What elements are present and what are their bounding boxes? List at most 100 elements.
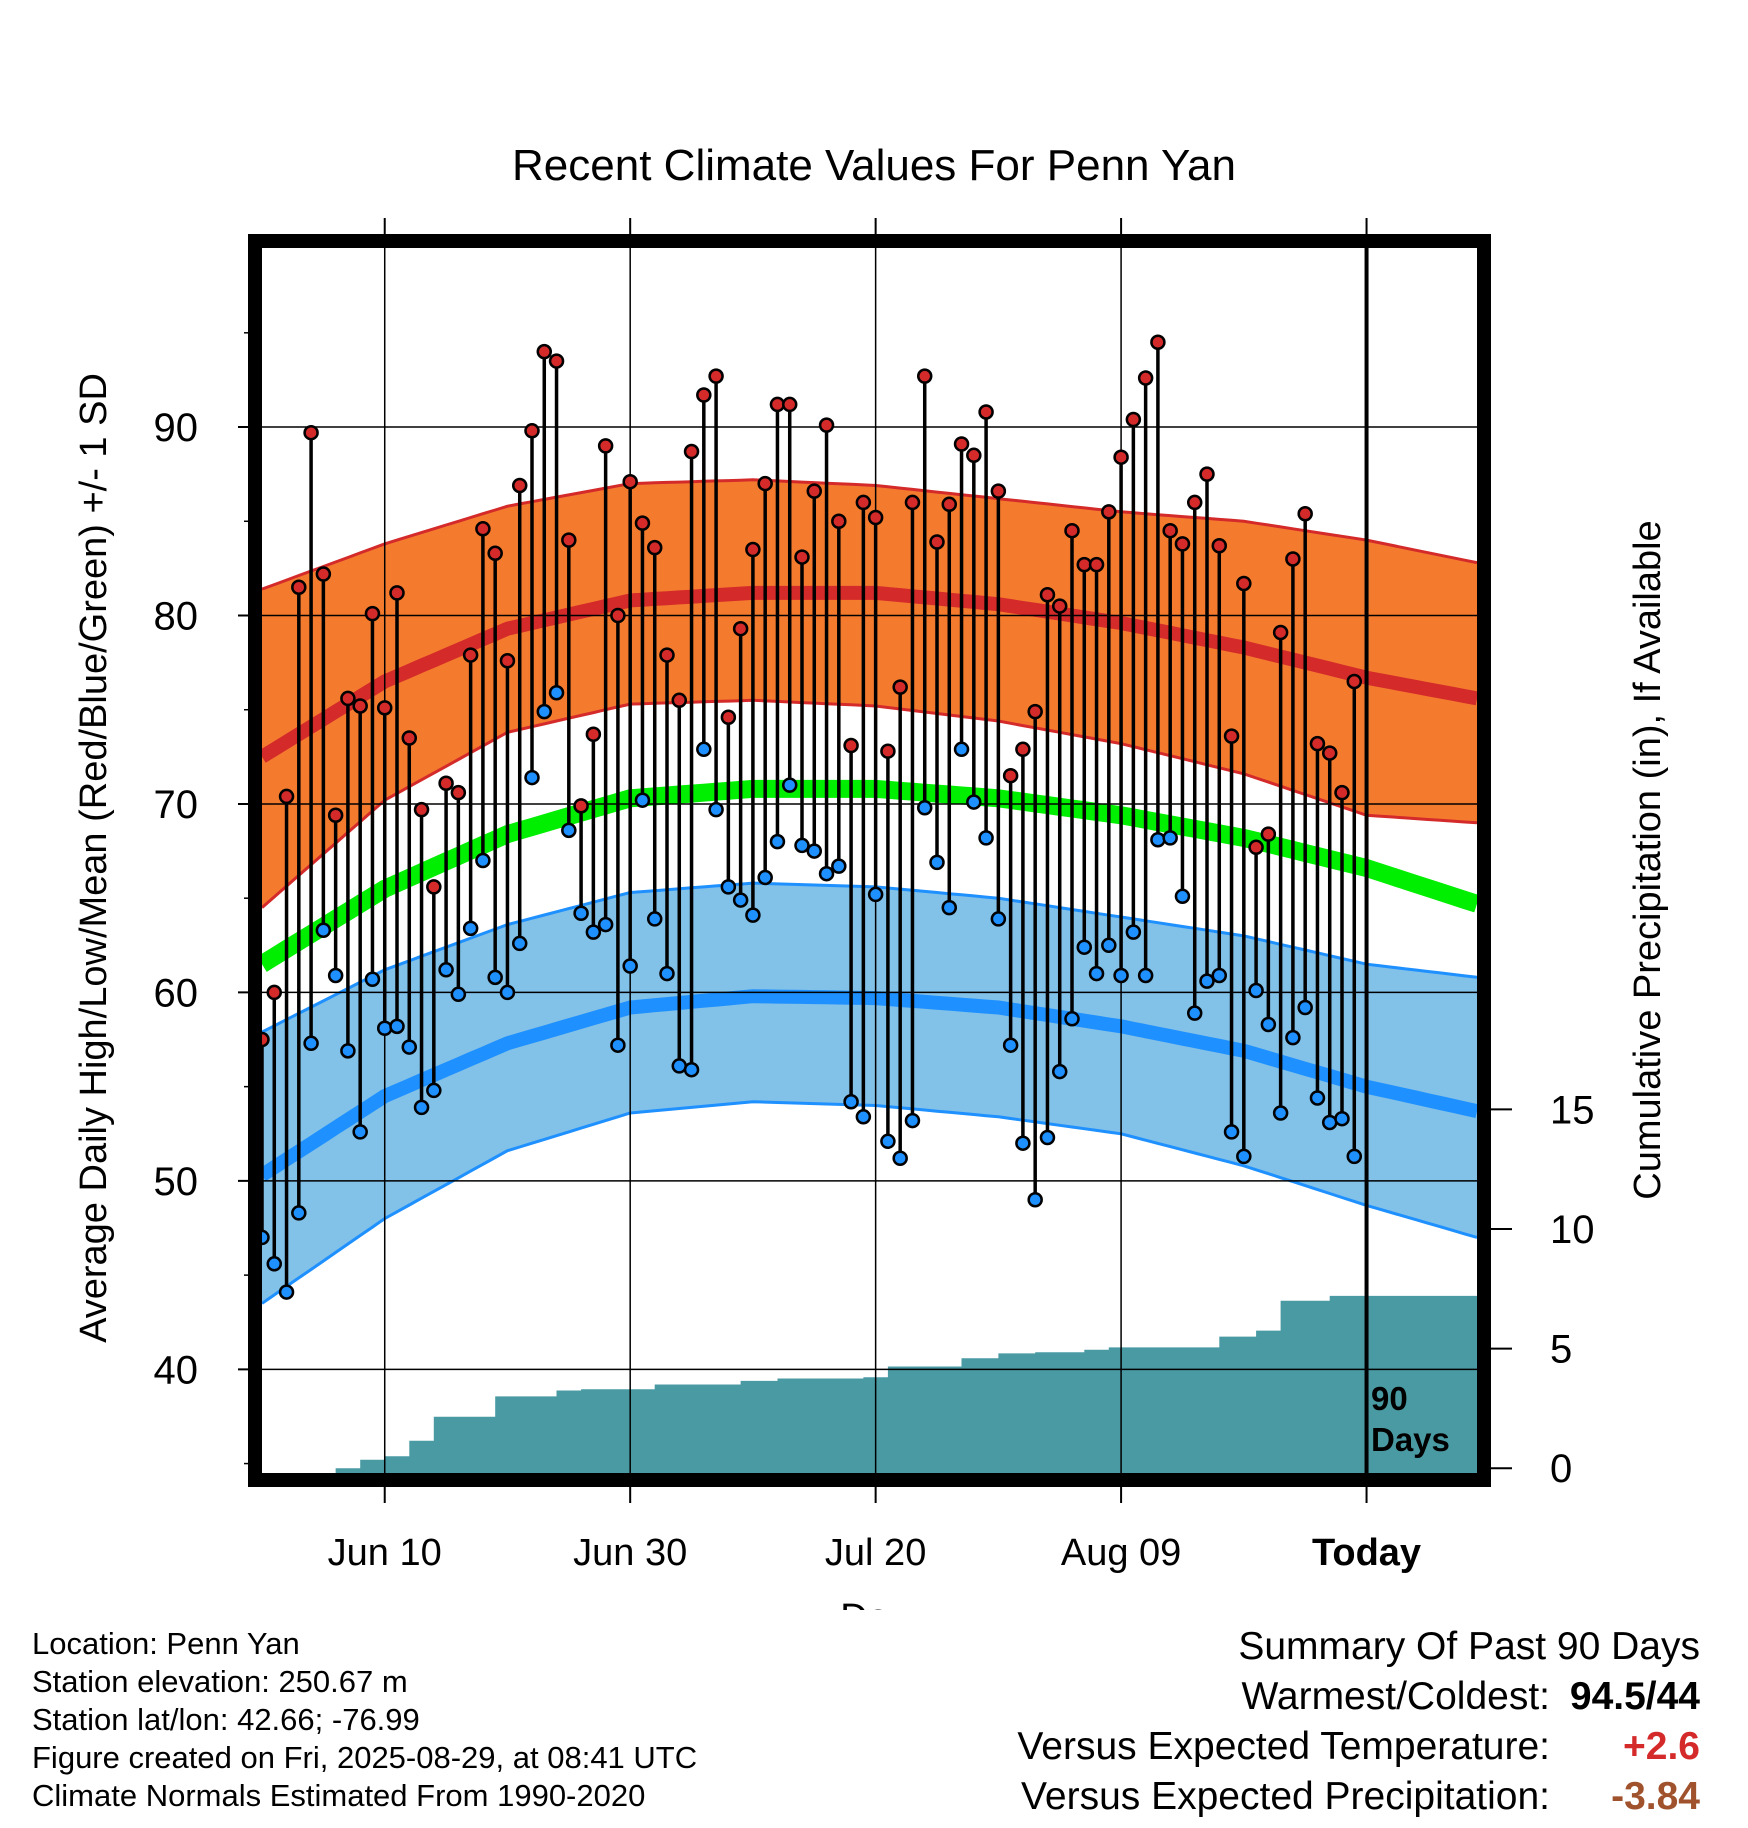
daily-high-point <box>536 343 553 360</box>
normal-mean-line <box>262 779 1477 972</box>
daily-high-point <box>732 620 749 637</box>
daily-high-point <box>659 647 675 663</box>
daily-high-point <box>1223 728 1240 744</box>
daily-low-point <box>340 1043 356 1059</box>
daily-high-point <box>892 679 908 695</box>
daily-high-point <box>1285 551 1301 567</box>
temp-anomaly-value: +2.6 <box>1623 1725 1700 1768</box>
daily-high-point <box>1027 703 1043 720</box>
daily-low-point <box>450 986 467 1003</box>
daily-high-point <box>990 483 1007 499</box>
daily-low-point <box>511 935 528 952</box>
daily-low-point <box>916 799 933 816</box>
daily-high-point <box>1051 598 1068 614</box>
plot-frame <box>248 234 1491 1487</box>
daily-high-point <box>1248 839 1264 856</box>
daily-low-point <box>303 1035 319 1052</box>
daily-low-point <box>1088 965 1105 982</box>
daily-low-point <box>659 965 675 982</box>
daily-high-point <box>1002 767 1019 784</box>
warm-cold-label: Warmest/Coldest: <box>1241 1675 1550 1718</box>
daily-low-point <box>1321 1114 1338 1131</box>
today-marker-label-1: 90 <box>1371 1380 1408 1417</box>
y2-tick-label: 0 <box>1550 1447 1572 1491</box>
daily-high-point <box>818 417 835 433</box>
daily-low-point <box>831 858 847 874</box>
y2-axis-label: Cumulative Precipitation (in), If Availa… <box>1627 520 1669 1199</box>
daily-high-point <box>426 879 442 895</box>
daily-low-point <box>720 879 737 895</box>
daily-low-point <box>892 1150 908 1167</box>
daily-low-point <box>818 865 835 882</box>
latlon-text: Station lat/lon: 42.66; -76.99 <box>32 1702 420 1737</box>
daily-low-point <box>389 1018 405 1035</box>
daily-low-point <box>904 1112 921 1129</box>
daily-low-point <box>291 1205 307 1221</box>
daily-low-point <box>1186 1005 1203 1021</box>
x-tick-label: Jul 20 <box>825 1532 926 1574</box>
daily-low-point <box>475 852 491 869</box>
normals-text: Climate Normals Estimated From 1990-2020 <box>32 1778 646 1813</box>
daily-high-point <box>880 743 896 759</box>
daily-high-point <box>573 798 589 814</box>
daily-high-point <box>1101 504 1117 520</box>
daily-low-point <box>1334 1110 1350 1127</box>
daily-high-point <box>953 436 970 452</box>
high-lower-edge <box>262 698 1477 909</box>
daily-high-point <box>1137 370 1154 386</box>
daily-high-point <box>610 607 626 624</box>
daily-low-point <box>1236 1148 1252 1165</box>
daily-high-point <box>1346 673 1363 690</box>
daily-high-point <box>499 652 516 669</box>
axes: 40 50 60 70 80 90 0 5 10 15 Jun 10 Jun 30 Jul 20 Aug … <box>154 218 1595 1574</box>
daily-high-point <box>781 396 798 413</box>
location-text: Location: Penn Yan <box>32 1626 300 1661</box>
daily-low-point <box>966 794 982 810</box>
daily-low-point <box>1162 830 1178 846</box>
daily-low-point <box>696 741 712 758</box>
daily-low-point <box>1199 973 1215 989</box>
summary-panel: Summary Of Past 90 Days Warmest/Coldest:… <box>1017 1625 1700 1825</box>
daily-high-point <box>1039 587 1056 603</box>
daily-low-point <box>1027 1191 1043 1208</box>
daily-high-point <box>843 737 859 754</box>
daily-high-point <box>867 509 884 526</box>
daily-high-point <box>1162 522 1178 539</box>
daily-low-point <box>646 911 663 927</box>
y-tick-label: 90 <box>154 406 199 450</box>
daily-high-point <box>315 566 332 582</box>
daily-low-point <box>1309 1090 1326 1106</box>
daily-low-point <box>1002 1037 1019 1053</box>
normal-high-line <box>262 585 1477 763</box>
daily-high-point <box>1297 505 1313 522</box>
daily-low-point <box>634 792 651 808</box>
daily-high-point <box>696 387 712 403</box>
daily-high-point <box>524 423 540 439</box>
daily-high-point <box>1211 538 1228 554</box>
daily-high-point <box>929 534 945 550</box>
daily-low-point <box>413 1099 430 1116</box>
daily-high-point <box>904 494 921 511</box>
daily-high-point <box>671 692 688 709</box>
daily-high-point <box>585 726 602 742</box>
temp-anomaly-row: Versus Expected Temperature: +2.6 <box>1017 1725 1700 1775</box>
daily-high-point <box>1309 735 1326 752</box>
daily-high-point <box>683 443 700 460</box>
daily-high-point <box>450 784 467 801</box>
high-sd-band <box>262 479 1477 908</box>
y-tick-label: 50 <box>154 1160 199 1204</box>
daily-low-point <box>462 920 479 937</box>
daily-high-point <box>941 496 958 513</box>
high-upper-edge <box>262 478 1477 591</box>
daily-low-point <box>278 1284 295 1300</box>
cumulative-precip-area <box>335 1293 1477 1473</box>
station-info: Location: Penn Yan Station elevation: 25… <box>32 1625 697 1815</box>
daily-low-point <box>781 777 798 793</box>
daily-low-point <box>561 822 577 839</box>
daily-low-point <box>1125 924 1142 940</box>
chart-title: Recent Climate Values For Penn Yan <box>512 141 1236 190</box>
daily-low-point <box>548 685 565 701</box>
daily-low-point <box>1248 982 1264 999</box>
daily-high-point <box>634 515 651 531</box>
daily-high-point <box>376 700 393 716</box>
